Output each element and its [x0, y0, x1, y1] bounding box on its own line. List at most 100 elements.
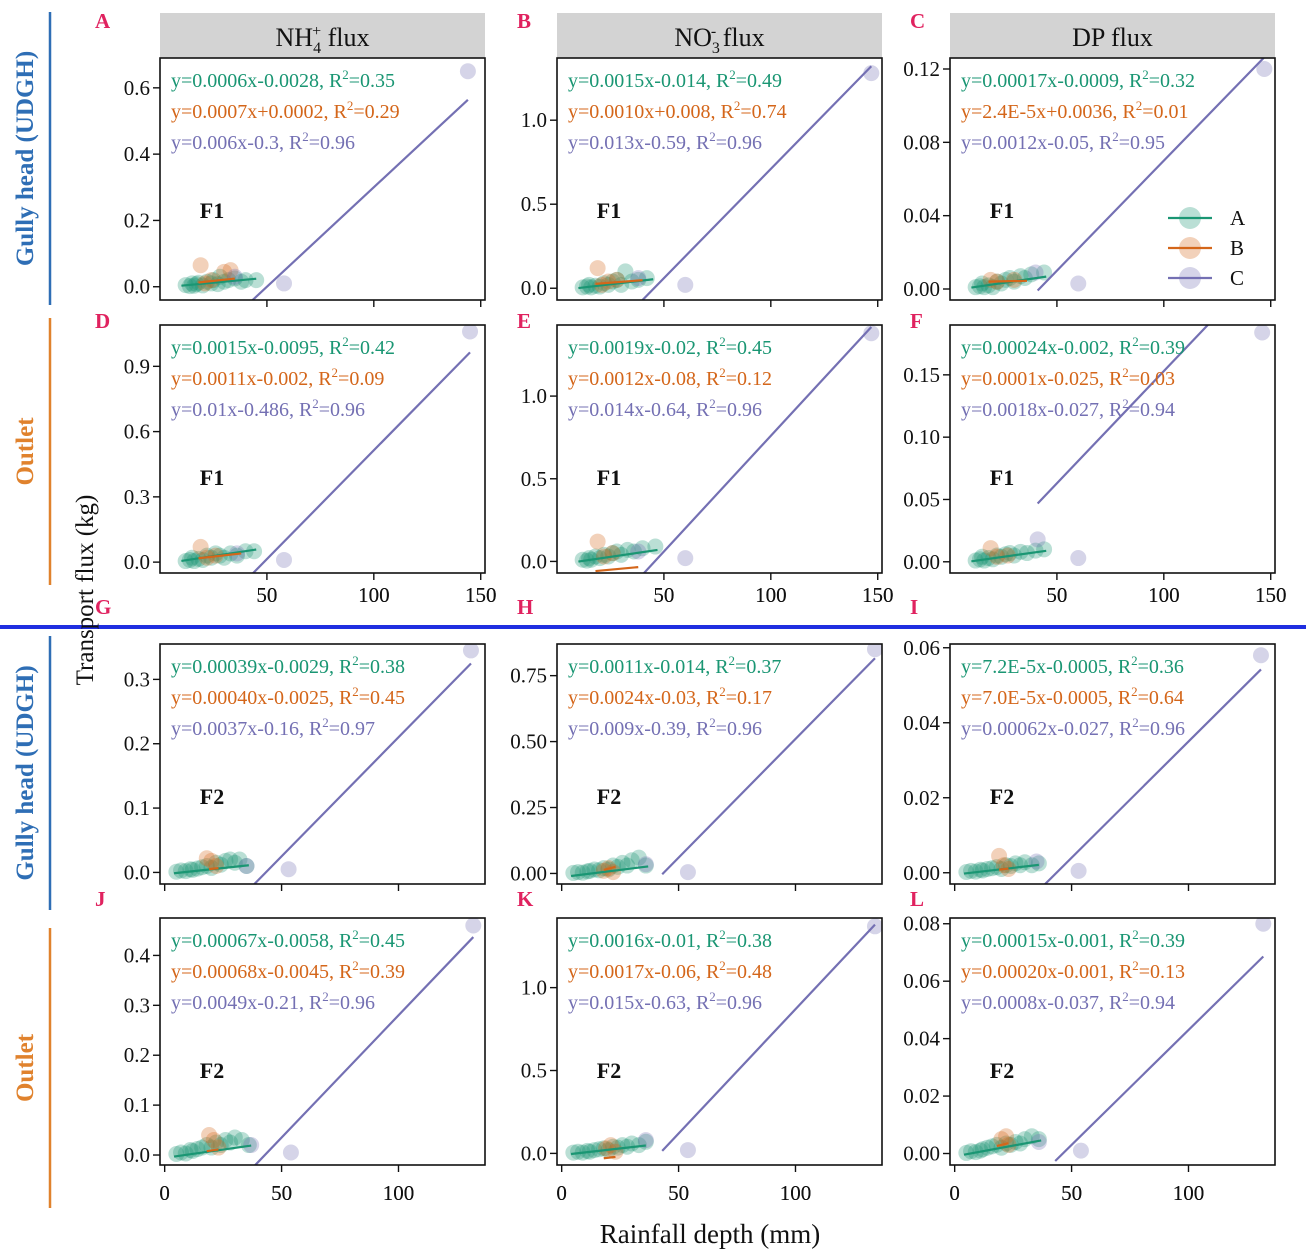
data-point-A	[637, 857, 654, 874]
data-point-A	[246, 543, 263, 560]
equation-A: y=0.00024x-0.002, R2=0.39	[961, 334, 1185, 359]
y-tick-label: 0.12	[903, 57, 940, 81]
equation-C: y=0.0012x-0.05, R2=0.95	[961, 129, 1165, 154]
data-point-C	[1252, 647, 1269, 664]
x-tick-label: 100	[358, 583, 390, 607]
fit-line-B	[595, 279, 643, 285]
data-point-C	[1072, 1142, 1089, 1159]
equation-C: y=0.0008x-0.037, R2=0.94	[961, 989, 1175, 1014]
equation-B: y=0.0007x+0.0002, R2=0.29	[171, 98, 400, 123]
data-point-A	[638, 270, 655, 287]
x-tick-label: 0	[159, 1181, 170, 1205]
fit-line-C	[1036, 58, 1266, 292]
data-point-C	[465, 918, 482, 934]
y-tick-label: 0.00	[903, 277, 940, 301]
data-point-A	[989, 547, 1006, 564]
fit-line-A	[570, 1144, 646, 1156]
data-point-A	[630, 1137, 647, 1154]
legend-label-A: A	[1230, 206, 1246, 230]
panel-frame	[159, 917, 486, 1166]
panel-D: 0.0 0.3 0.6 0.9 50 100 150 y=0.0015x-0.0095, R2…	[95, 309, 496, 607]
data-point-A	[574, 551, 591, 568]
data-point-A	[199, 547, 216, 564]
equation-C: y=0.015x-0.63, R2=0.96	[568, 989, 762, 1014]
panel-points	[574, 325, 880, 573]
data-point-A	[963, 862, 980, 879]
y-tick-label: 1.0	[521, 108, 547, 132]
data-point-C	[243, 1137, 260, 1154]
data-point-C	[1028, 853, 1045, 870]
data-point-A	[217, 1132, 234, 1149]
equation-B: y=0.0017x-0.06, R2=0.48	[568, 958, 772, 983]
column-header-bg	[557, 13, 882, 58]
data-point-C	[1070, 550, 1087, 567]
panel-frame	[556, 57, 883, 301]
y-tick-label: 0.00	[510, 861, 547, 885]
data-point-C	[637, 1132, 654, 1149]
y-tick-label: 0.50	[510, 730, 547, 754]
y-tick-label: 0.0	[521, 276, 547, 300]
y-tick-label: 0.4	[124, 142, 151, 166]
data-point-A	[617, 263, 634, 280]
x-tick-label: 50	[668, 1181, 689, 1205]
y-tick-label: 0.9	[124, 354, 150, 378]
panel-K: 0.0 0.5 1.0 0 50 100 y=0.0016x-0.01, R2=0.38 y=…	[517, 887, 883, 1205]
data-point-A	[1002, 1136, 1019, 1153]
x-tick-label: 50	[256, 583, 277, 607]
data-point-C	[1070, 862, 1087, 879]
x-tick-label: 50	[271, 1181, 292, 1205]
data-point-A	[217, 852, 234, 869]
x-tick-label: 100	[1173, 1181, 1205, 1205]
panel-points	[177, 63, 476, 300]
data-point-A	[184, 275, 201, 292]
data-point-A	[198, 1137, 215, 1154]
x-tick-label: 50	[1046, 583, 1067, 607]
data-point-B	[210, 1139, 227, 1156]
data-point-A	[974, 1141, 991, 1158]
row-label-1: Gully head (UDGH)	[12, 51, 39, 266]
y-tick-label: 0.1	[124, 796, 150, 820]
data-point-A	[574, 864, 591, 881]
panel-points	[574, 65, 880, 300]
y-tick-label: 1.0	[521, 976, 547, 1000]
data-point-C	[677, 276, 694, 293]
data-point-A	[231, 851, 248, 868]
equation-C: y=0.0037x-0.16, R2=0.97	[171, 715, 375, 740]
fit-line-B	[198, 277, 235, 284]
data-point-A	[997, 546, 1014, 563]
equation-C: y=0.01x-0.486, R2=0.96	[171, 396, 365, 421]
equation-A: y=0.00039x-0.0029, R2=0.38	[171, 653, 405, 678]
panel-H: 0.00 0.25 0.50 0.75 0 50 100 y=0.0011x-0.014, R…	[510, 595, 883, 1205]
y-tick-label: 0.25	[510, 796, 547, 820]
panel-frame	[159, 643, 486, 885]
panel-letter: H	[517, 595, 533, 619]
equation-C: y=0.00062x-0.027, R2=0.96	[961, 715, 1185, 740]
y-tick-label: 0.1	[124, 1093, 150, 1117]
data-point-B	[198, 850, 215, 867]
equation-A: y=0.0015x-0.0095, R2=0.42	[171, 334, 395, 359]
data-point-C	[1254, 325, 1271, 341]
x-tick-label: 50	[653, 583, 674, 607]
panel-frame	[556, 643, 883, 885]
panel-letter: L	[910, 887, 924, 911]
data-point-C	[280, 861, 297, 878]
data-point-B	[192, 257, 209, 274]
y-tick-label: 0.00	[903, 550, 940, 574]
y-tick-label: 0.10	[903, 425, 940, 449]
panel-A: 0.0 0.2 0.4 0.6 50 100 150 y=0.0006x-0.0028, R2…	[95, 9, 496, 607]
data-point-A	[177, 1145, 194, 1162]
group-label: F1	[597, 465, 621, 490]
data-point-A	[586, 1142, 603, 1159]
group-label: F1	[597, 198, 621, 223]
y-tick-label: 0.5	[521, 467, 547, 491]
data-point-C	[459, 63, 476, 80]
data-point-B	[982, 540, 999, 557]
y-tick-label: 0.2	[124, 1043, 150, 1067]
data-point-A	[208, 854, 225, 871]
y-tick-label: 0.0	[124, 1143, 150, 1167]
y-tick-label: 0.08	[903, 912, 940, 936]
y-tick-label: 0.6	[124, 76, 150, 100]
data-point-B	[608, 271, 625, 288]
x-tick-label: 50	[1061, 1181, 1082, 1205]
x-tick-label: 50	[1046, 583, 1067, 607]
